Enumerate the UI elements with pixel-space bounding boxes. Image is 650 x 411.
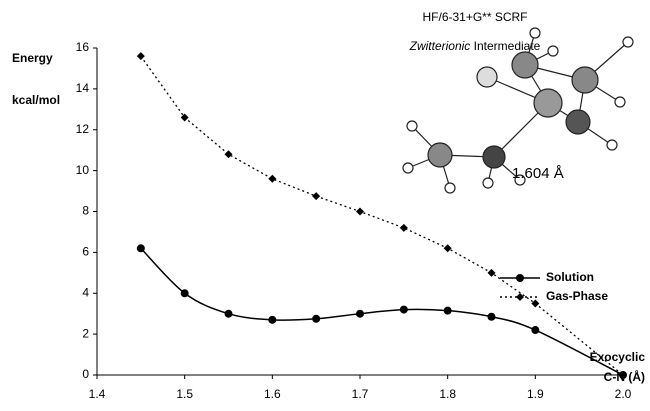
x-tick-label: 2.0	[615, 387, 632, 401]
marker	[531, 299, 539, 307]
y-label: kcal/mol	[12, 93, 60, 107]
y-tick-label: 8	[82, 204, 89, 218]
legend-label: Gas-Phase	[546, 289, 608, 303]
marker	[516, 274, 524, 282]
marker	[137, 52, 145, 60]
y-tick-label: 0	[82, 367, 89, 381]
legend-label: Solution	[546, 270, 594, 284]
y-tick-label: 2	[82, 326, 89, 340]
marker	[312, 315, 320, 323]
marker	[181, 289, 189, 297]
y-label: Energy	[12, 51, 53, 65]
y-tick-label: 4	[82, 285, 89, 299]
x-tick-label: 1.7	[352, 387, 369, 401]
chart: Energy kcal/mol Exocyclic C-N (Å) HF/6-3…	[0, 0, 650, 406]
y-tick-label: 16	[76, 40, 90, 54]
annotation-italic: Zwitterionic	[409, 39, 471, 53]
x-tick-label: 1.4	[89, 387, 106, 401]
marker	[400, 306, 408, 314]
marker	[400, 224, 408, 232]
y-tick-label: 14	[76, 81, 90, 95]
x-tick-label: 1.6	[264, 387, 281, 401]
marker	[225, 150, 233, 158]
x-tick-label: 1.9	[527, 387, 544, 401]
marker	[268, 316, 276, 324]
marker	[531, 326, 539, 334]
x-tick-label: 1.5	[176, 387, 193, 401]
marker	[488, 269, 496, 277]
y-tick-label: 12	[76, 122, 90, 136]
marker	[516, 293, 524, 301]
series-line	[141, 248, 623, 375]
y-tick-label: 6	[82, 245, 89, 259]
marker	[488, 313, 496, 321]
marker	[444, 307, 452, 315]
annotation: HF/6-31+G** SCRF	[422, 10, 527, 24]
marker	[268, 175, 276, 183]
annotation: Zwitterionic Intermediate	[409, 39, 541, 53]
annotation: 1.604 Å	[512, 165, 564, 182]
y-tick-label: 10	[76, 163, 90, 177]
marker	[356, 208, 364, 216]
marker	[137, 244, 145, 252]
marker	[225, 310, 233, 318]
x-tick-label: 1.8	[439, 387, 456, 401]
marker	[356, 310, 364, 318]
marker	[312, 192, 320, 200]
marker	[444, 244, 452, 252]
